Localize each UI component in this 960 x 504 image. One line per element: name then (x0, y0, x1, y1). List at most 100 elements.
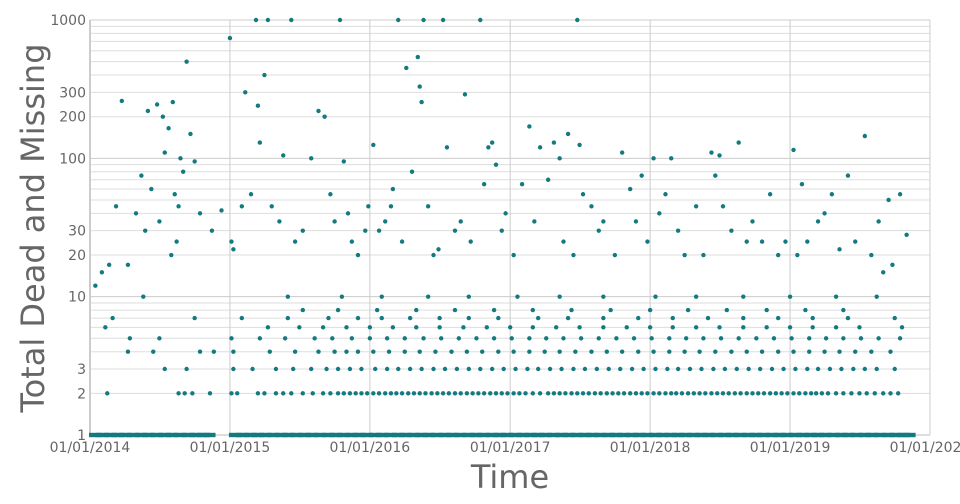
data-point (456, 336, 462, 341)
data-point (444, 145, 450, 150)
data-point (290, 432, 303, 438)
data-point (422, 432, 436, 438)
data-point (594, 366, 600, 372)
data-point (425, 204, 431, 209)
data-point (384, 432, 397, 438)
data-point (718, 336, 724, 341)
data-point (651, 156, 656, 161)
data-point (874, 366, 879, 372)
data-point (188, 131, 193, 137)
data-point (742, 432, 755, 438)
data-point (415, 54, 420, 60)
data-point (780, 432, 794, 438)
data-point (499, 228, 504, 233)
data-point (586, 391, 591, 396)
data-point (125, 262, 131, 267)
data-point (228, 432, 242, 438)
data-point (663, 192, 668, 197)
data-point (818, 432, 832, 438)
data-point (454, 366, 460, 372)
data-point (532, 219, 537, 224)
data-point (757, 366, 763, 372)
data-point (436, 247, 441, 252)
data-point (500, 432, 514, 438)
data-point (675, 228, 681, 233)
data-point (371, 142, 376, 148)
data-point (349, 239, 355, 244)
data-point (757, 432, 770, 438)
data-point (765, 432, 779, 438)
data-point (133, 211, 139, 216)
y-tick-label: 10 (68, 290, 86, 306)
data-point (793, 366, 798, 372)
data-point (292, 239, 298, 244)
data-point (612, 252, 618, 258)
data-point (182, 391, 187, 396)
data-point (511, 252, 516, 258)
data-point (527, 124, 532, 129)
data-point (285, 294, 291, 299)
data-point (527, 336, 532, 341)
y-tick-label: 300 (59, 85, 86, 101)
data-point (265, 325, 271, 330)
data-point (366, 204, 371, 209)
data-point (190, 391, 195, 396)
data-point (734, 366, 739, 372)
data-point (527, 349, 532, 354)
data-point (687, 366, 693, 372)
data-point (363, 228, 368, 233)
y-tick-label: 1000 (50, 13, 86, 29)
data-point (466, 366, 471, 372)
data-point (184, 59, 189, 64)
data-point (670, 325, 675, 330)
data-point (823, 336, 829, 341)
data-point (417, 391, 422, 396)
data-point (409, 169, 415, 174)
data-point (437, 325, 442, 330)
data-point (578, 432, 592, 438)
data-point (257, 336, 263, 341)
data-point (337, 17, 343, 23)
data-point (399, 391, 405, 396)
data-point (789, 336, 794, 341)
data-point (376, 391, 382, 396)
data-point (791, 147, 796, 153)
data-point (647, 307, 653, 313)
data-point (399, 432, 412, 438)
data-point (775, 315, 781, 321)
data-point (796, 432, 810, 438)
data-point (509, 336, 514, 341)
data-point (352, 432, 366, 438)
data-point (310, 391, 315, 396)
y-tick-label: 100 (59, 151, 86, 167)
data-point (231, 366, 236, 372)
data-point (787, 294, 793, 299)
data-point (320, 325, 326, 330)
data-point (781, 366, 786, 372)
data-point (833, 294, 839, 299)
data-point (738, 391, 743, 396)
data-point (417, 349, 422, 354)
data-point (741, 294, 746, 299)
data-point (442, 366, 448, 372)
data-point (551, 140, 557, 145)
data-point (849, 391, 854, 396)
data-point (625, 432, 639, 438)
data-point (810, 315, 815, 321)
data-point (736, 336, 741, 341)
data-point (349, 336, 355, 341)
data-point (862, 366, 868, 372)
data-point (571, 252, 576, 258)
data-point (127, 336, 133, 341)
y-axis-title: Total Dead and Missing (14, 43, 52, 413)
data-point (433, 349, 438, 354)
data-point (829, 192, 835, 197)
data-point (509, 432, 522, 438)
data-point (419, 366, 424, 372)
data-point (565, 315, 571, 321)
data-point (525, 366, 530, 372)
data-point (243, 90, 248, 95)
data-point (815, 366, 821, 372)
data-point (750, 391, 755, 396)
data-point (749, 432, 763, 438)
